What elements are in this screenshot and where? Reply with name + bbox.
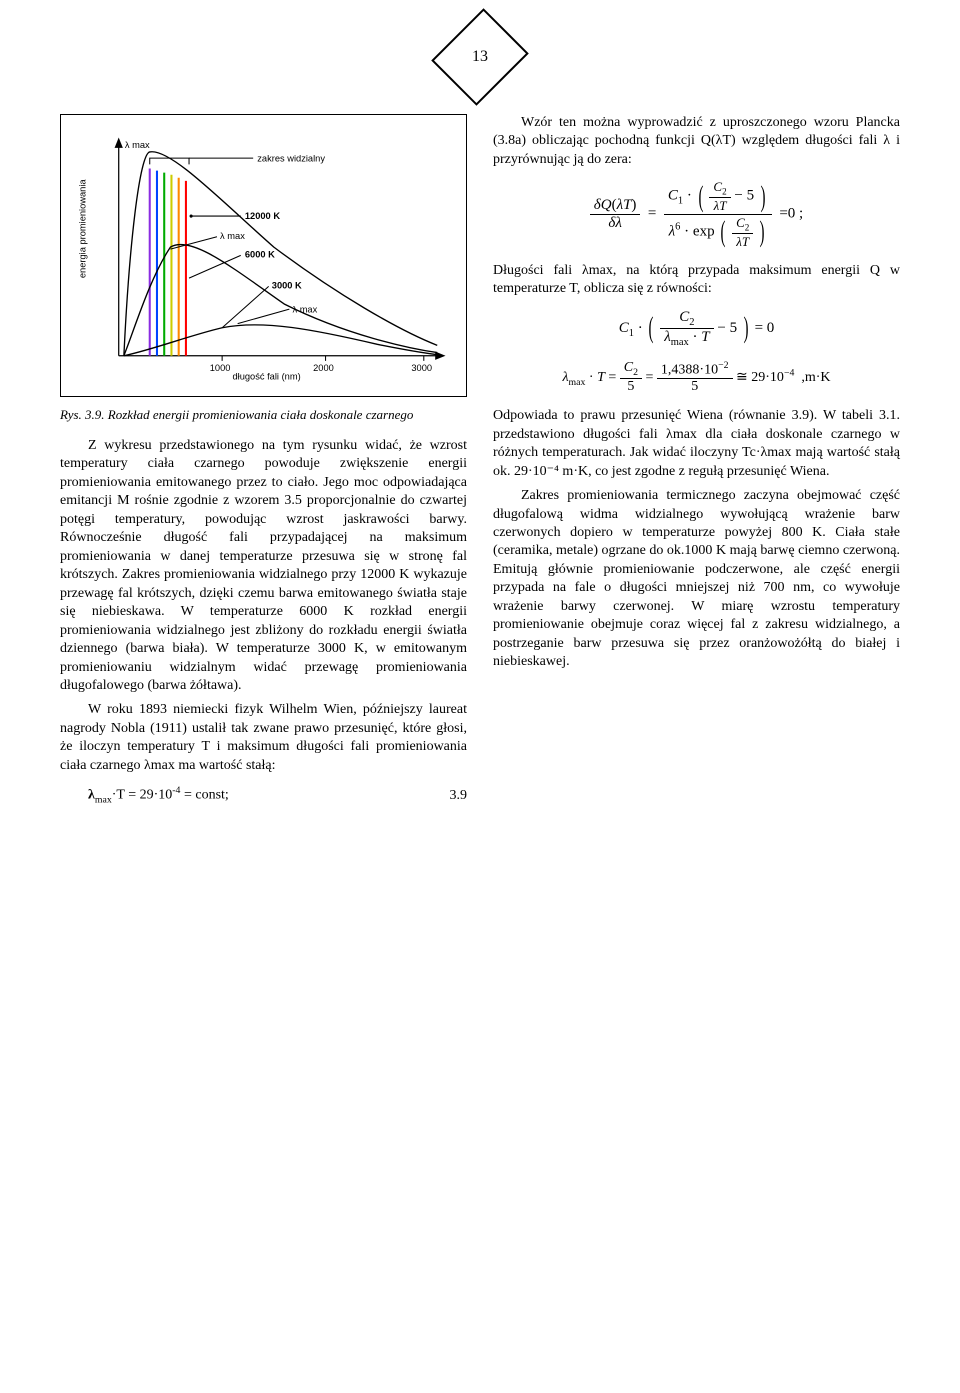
page-number: 13 bbox=[472, 48, 488, 66]
blackbody-chart: energia promieniowania długość fali (nm)… bbox=[60, 114, 467, 397]
x-axis-label: długość fali (nm) bbox=[232, 371, 300, 381]
xtick-3: 3000 bbox=[411, 363, 432, 373]
left-para-2: W roku 1893 niemiecki fizyk Wilhelm Wien… bbox=[60, 701, 467, 775]
left-para-1: Z wykresu przedstawionego na tym rysunku… bbox=[60, 437, 467, 696]
right-para-3: Odpowiada to prawu przesunięć Wiena (rów… bbox=[493, 407, 900, 481]
label-3000k: 3000 K bbox=[272, 280, 302, 290]
lambda-max-top: λ max bbox=[125, 140, 150, 150]
right-para-2: Długości fali λmax, na którą przypada ma… bbox=[493, 262, 900, 299]
eq-lambda-t: λmax · T = C25 = 1,4388·10−25 ≅ 29·10−4 … bbox=[493, 360, 900, 396]
right-para-1: Wzór ten można wyprowadzić z uproszczone… bbox=[493, 114, 900, 169]
eq-derivative: δQ(λT)δλ = C1 · ( C2λT − 5 ) λ6 · exp ( … bbox=[493, 179, 900, 249]
lambda-max-arrow1: λ max bbox=[220, 231, 245, 241]
blackbody-chart-svg: energia promieniowania długość fali (nm)… bbox=[67, 123, 460, 392]
page-number-box: 13 bbox=[431, 8, 529, 106]
eq-3-9-number: 3.9 bbox=[450, 788, 468, 804]
eq-c1-bracket: C1 · ( C2 λmax · T − 5 ) = 0 bbox=[493, 309, 900, 348]
right-para-4: Zakres promieniowania termicznego zaczyn… bbox=[493, 487, 900, 672]
eq-3-9-lhs: λmax·T = 29·10-4 = const; bbox=[60, 785, 229, 805]
xtick-1: 1000 bbox=[210, 363, 231, 373]
visible-band-label: zakres widzialny bbox=[257, 153, 325, 163]
left-column: energia promieniowania długość fali (nm)… bbox=[60, 114, 467, 806]
y-axis-label: energia promieniowania bbox=[78, 179, 88, 279]
figure-caption: Rys. 3.9. Rozkład energii promieniowania… bbox=[60, 407, 467, 423]
label-6000k: 6000 K bbox=[245, 249, 275, 259]
eq-3-9: λmax·T = 29·10-4 = const; 3.9 bbox=[60, 785, 467, 805]
lambda-max-arrow2: λ max bbox=[292, 304, 317, 314]
xtick-2: 2000 bbox=[313, 363, 334, 373]
label-12000k: 12000 K bbox=[245, 211, 280, 221]
right-column: Wzór ten można wyprowadzić z uproszczone… bbox=[493, 114, 900, 806]
